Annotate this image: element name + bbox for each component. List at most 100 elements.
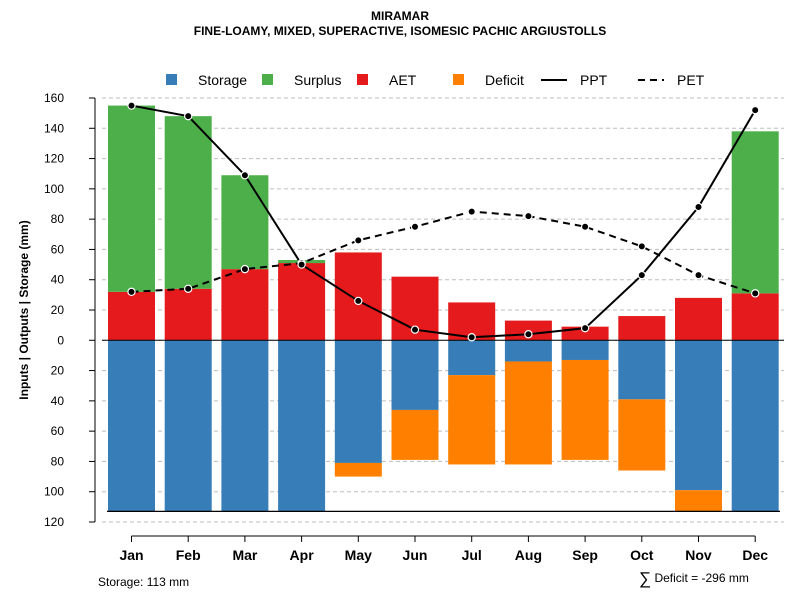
deficit-note-text: Deficit = -296 mm — [654, 571, 749, 585]
deficit-bar — [618, 399, 666, 471]
storage-bar — [448, 340, 496, 376]
legend-label-storage: Storage — [198, 72, 247, 88]
y-tick-label: 60 — [51, 242, 65, 256]
storage-bar — [164, 340, 212, 512]
surplus-bar — [221, 175, 269, 270]
x-tick-label: Feb — [176, 547, 201, 563]
y-tick-label: 120 — [44, 515, 64, 529]
y-tick-label: 0 — [57, 333, 64, 347]
x-tick-label: Dec — [742, 547, 768, 563]
ppt-point — [183, 111, 193, 121]
legend-label-ppt: PPT — [580, 72, 608, 88]
y-tick-label: 40 — [51, 394, 65, 408]
storage-bar — [221, 340, 269, 512]
aet-bar — [731, 293, 779, 341]
legend-label-deficit: Deficit — [485, 72, 524, 88]
storage-bar — [731, 340, 779, 512]
x-tick-label: May — [345, 547, 372, 563]
storage-note: Storage: 113 mm — [98, 575, 190, 589]
ppt-line — [131, 104, 757, 339]
storage-bar — [108, 340, 155, 512]
aet-bar — [164, 288, 212, 341]
pet-point — [240, 264, 250, 274]
pet-point — [183, 284, 193, 293]
y-tick-label: 20 — [51, 303, 65, 317]
ppt-point — [410, 325, 420, 334]
aet-bar — [108, 291, 155, 341]
storage-bar — [278, 340, 326, 512]
storage-bar — [618, 340, 666, 400]
x-tick-label: Jan — [119, 547, 143, 563]
y-tick-label: 60 — [51, 424, 65, 438]
aet-bar — [278, 263, 326, 341]
x-tick-label: Oct — [630, 547, 654, 563]
ppt-point — [127, 101, 136, 110]
y-tick-label: 20 — [51, 364, 65, 378]
storage-bar — [504, 340, 552, 362]
ppt-point — [637, 270, 647, 280]
legend-swatch-deficit — [453, 74, 464, 85]
pet-point — [410, 222, 420, 231]
pet-point — [637, 242, 647, 251]
x-tick-label: Jul — [462, 547, 482, 563]
legend-swatch-aet — [357, 74, 368, 85]
surplus-bar — [164, 116, 212, 289]
sigma-icon: ∑ — [639, 569, 652, 588]
pet-point — [694, 270, 703, 280]
ppt-point — [297, 260, 306, 269]
aet-bar — [675, 297, 722, 341]
y-tick-label: 80 — [51, 212, 65, 226]
y-tick-label: 120 — [44, 152, 64, 166]
surplus-bar — [108, 105, 155, 292]
x-tick-label: Nov — [685, 547, 712, 563]
pet-point — [467, 207, 476, 216]
pet-point — [751, 289, 760, 298]
ppt-point — [751, 105, 760, 115]
y-tick-label: 100 — [44, 182, 64, 196]
y-tick-label: 80 — [51, 454, 65, 468]
x-tick-label: Apr — [290, 547, 315, 563]
storage-bar — [561, 340, 609, 360]
y-axis-label: Inputs | Outputs | Storage (mm) — [17, 220, 31, 399]
deficit-bar — [391, 409, 439, 460]
y-tick-label: 40 — [51, 273, 65, 287]
legend-swatch-surplus — [262, 74, 273, 85]
pet-point — [127, 287, 136, 297]
x-tick-label: Jun — [403, 547, 428, 563]
aet-bar — [334, 252, 382, 341]
pet-point — [354, 236, 363, 245]
legend-swatch-storage — [166, 74, 177, 85]
deficit-bar — [334, 462, 382, 477]
storage-bar — [675, 340, 722, 491]
deficit-note: ∑ Deficit = -296 mm — [639, 569, 749, 589]
deficit-bar — [504, 361, 552, 465]
legend-label-surplus: Surplus — [294, 72, 341, 88]
legend-label-aet: AET — [389, 72, 417, 88]
deficit-bar — [561, 359, 609, 460]
deficit-bar — [675, 490, 722, 512]
chart-title: MIRAMAR — [371, 9, 429, 23]
deficit-bar — [448, 375, 496, 465]
aet-bar — [618, 316, 666, 341]
storage-bar — [334, 340, 382, 463]
ppt-point — [467, 333, 476, 342]
pet-point — [580, 222, 590, 231]
legend-label-pet: PET — [677, 72, 705, 88]
y-tick-label: 160 — [44, 91, 64, 105]
x-tick-label: Sep — [572, 547, 598, 563]
storage-bar — [391, 340, 439, 410]
chart-subtitle: FINE-LOAMY, MIXED, SUPERACTIVE, ISOMESIC… — [193, 24, 607, 38]
aet-bar — [221, 269, 269, 341]
surplus-bar — [731, 131, 779, 294]
ppt-point — [580, 323, 590, 333]
y-tick-label: 140 — [44, 121, 64, 135]
ppt-point — [240, 171, 250, 180]
x-tick-label: Mar — [232, 547, 257, 563]
ppt-point — [354, 296, 363, 306]
x-tick-label: Aug — [515, 547, 542, 563]
y-tick-label: 100 — [44, 485, 64, 499]
ppt-point — [694, 202, 703, 212]
pet-point — [524, 211, 533, 221]
ppt-point — [524, 330, 533, 339]
